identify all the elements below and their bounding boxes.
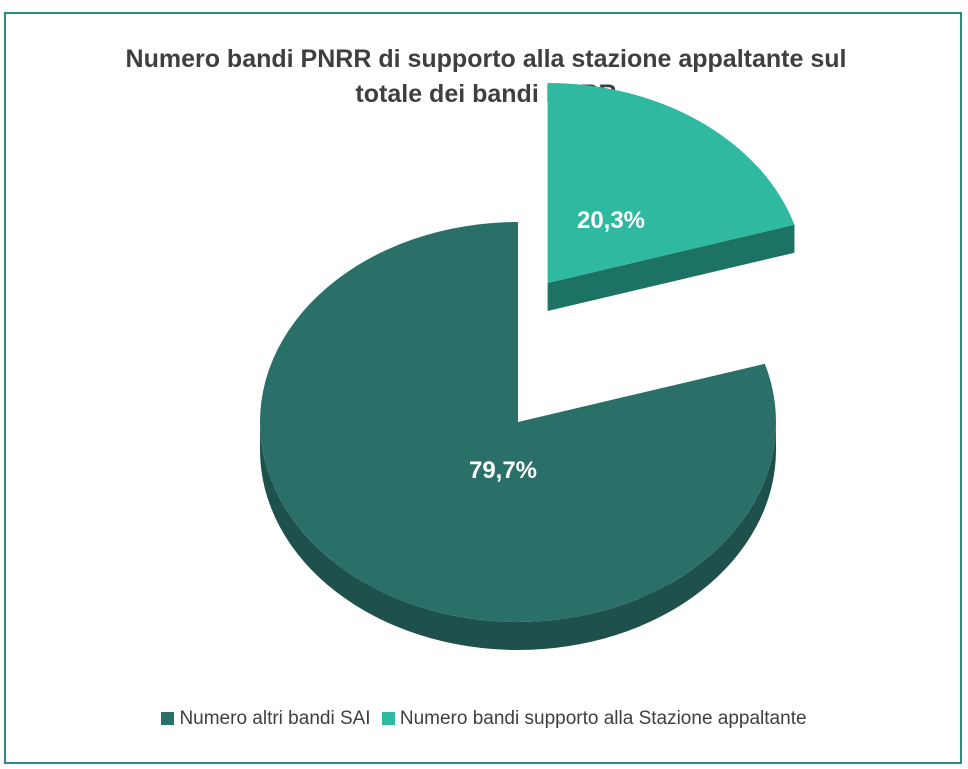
data-label-supporto-stazione: 20,3% [577, 207, 645, 234]
legend-swatch-supporto-stazione [381, 712, 395, 725]
legend-label-altri-bandi: Numero altri bandi SAI [179, 708, 371, 729]
legend-item-altri-bandi: Numero altri bandi SAI [161, 708, 371, 730]
data-label-altri-bandi: 79,7% [469, 457, 537, 484]
slice-altri-bandi [259, 222, 776, 622]
legend-swatch-altri-bandi [161, 712, 175, 725]
chart-title-line-1: Numero bandi PNRR di supporto alla stazi… [125, 45, 847, 73]
slice-supporto-stazione [547, 82, 795, 283]
legend-label-supporto-stazione: Numero bandi supporto alla Stazione appa… [399, 708, 807, 729]
slice-supporto-stazione-side [547, 224, 795, 311]
chart-legend: Numero altri bandi SAI Numero bandi supp… [0, 708, 968, 730]
legend-item-supporto-stazione: Numero bandi supporto alla Stazione appa… [381, 708, 807, 730]
